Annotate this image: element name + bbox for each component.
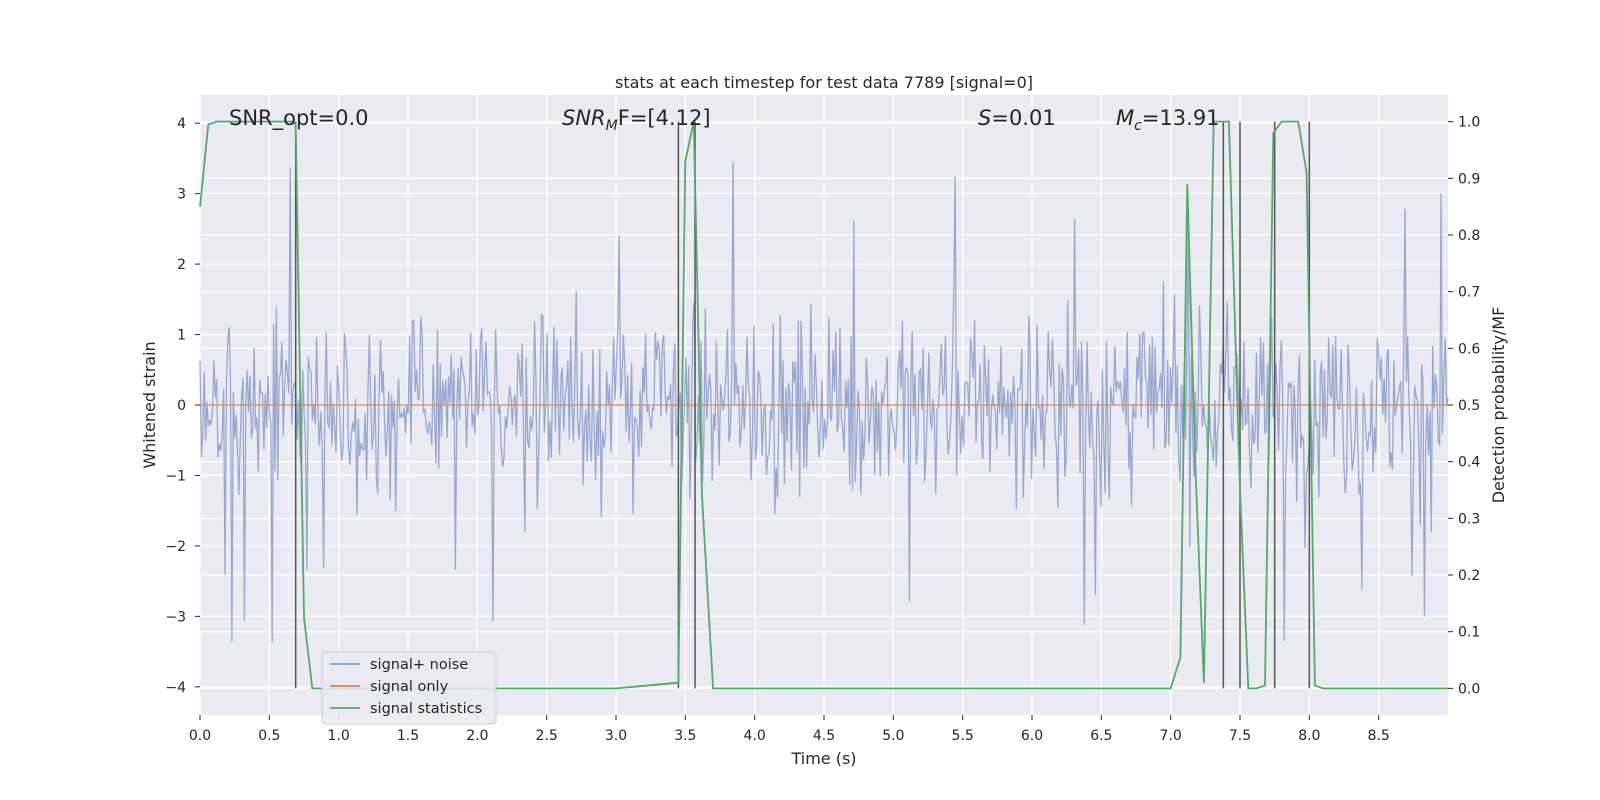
- y-left-tick-label: 3: [177, 187, 186, 203]
- x-tick-label: 3.5: [674, 728, 696, 744]
- legend-label-signal-noise: signal+ noise: [370, 657, 468, 673]
- y-axis-label-right: Detection probability/MF: [1489, 307, 1508, 504]
- x-tick-label: 6.0: [1021, 728, 1043, 744]
- annotation-mc-sub: c: [1134, 118, 1142, 134]
- y-left-ticks: 4 3 2 1 0 −1 −2 −3 −4: [165, 116, 200, 696]
- y-left-tick-label: 0: [177, 398, 186, 414]
- legend-box: [321, 651, 497, 725]
- annotation-snr-mf-prefix: SNR: [562, 106, 606, 130]
- y-right-tick-label: 0.3: [1458, 511, 1480, 527]
- annotation-mc: Mc=13.91: [1116, 106, 1220, 134]
- x-tick-label: 3.0: [605, 728, 627, 744]
- annotation-s-label: S: [978, 106, 991, 130]
- x-tick-label: 0.5: [258, 728, 280, 744]
- legend-label-signal-only: signal only: [370, 679, 449, 695]
- x-tick-label: 7.5: [1229, 728, 1251, 744]
- y-right-ticks: 1.0 0.9 0.8 0.7 0.6 0.5 0.4 0.3 0.2 0.1 0.0: [1448, 115, 1480, 697]
- x-tick-label: 8.0: [1298, 728, 1320, 744]
- y-left-tick-label: 1: [177, 328, 186, 344]
- y-right-tick-label: 0.1: [1458, 625, 1480, 641]
- x-tick-label: 4.0: [744, 728, 766, 744]
- x-tick-label: 7.0: [1160, 728, 1182, 744]
- x-ticks: 0.0 0.5 1.0 1.5 2.0 2.5 3.0 3.5 4.0 4.5 5.0 5.5 6.0 6…: [189, 715, 1390, 744]
- y-left-tick-label: 2: [177, 257, 186, 273]
- series-signal-statistics: [199, 120, 1448, 690]
- y-right-tick-label: 0.9: [1458, 171, 1480, 187]
- x-tick-label: 2.0: [466, 728, 488, 744]
- annotation-snr-opt: SNR_opt=0.0: [229, 106, 369, 131]
- y-right-tick-label: 0.6: [1458, 341, 1480, 357]
- y-left-tick-label: −3: [165, 609, 186, 625]
- y-axis-label-left: Whitened strain: [140, 341, 159, 468]
- y-right-tick-label: 0.5: [1458, 398, 1480, 414]
- x-tick-label: 2.5: [536, 728, 558, 744]
- x-tick-label: 6.5: [1090, 728, 1112, 744]
- y-right-tick-label: 1.0: [1458, 115, 1480, 131]
- y-right-tick-label: 0.7: [1458, 285, 1480, 301]
- y-left-tick-label: −1: [165, 468, 186, 484]
- chart-title: stats at each timestep for test data 778…: [615, 73, 1033, 92]
- annotation-snr-mf-sub: M: [606, 118, 618, 134]
- annotation-snr-mf: SNRMF=[4.12]: [562, 106, 711, 134]
- y-right-tick-label: 0.8: [1458, 228, 1480, 244]
- x-tick-label: 1.5: [397, 728, 419, 744]
- y-right-tick-label: 0.2: [1458, 568, 1480, 584]
- y-left-tick-label: −2: [165, 539, 186, 555]
- y-right-tick-label: 0.4: [1458, 455, 1480, 471]
- annotation-mc-label: M: [1116, 106, 1134, 130]
- y-right-tick-label: 0.0: [1458, 681, 1480, 697]
- legend: signal+ noise signal only signal statist…: [321, 651, 497, 725]
- x-tick-label: 0.0: [189, 728, 211, 744]
- y-left-tick-label: 4: [177, 116, 186, 132]
- annotation-mc-value: =13.91: [1142, 106, 1220, 130]
- x-tick-label: 1.0: [328, 728, 350, 744]
- x-tick-label: 5.5: [952, 728, 974, 744]
- x-tick-label: 8.5: [1368, 728, 1390, 744]
- legend-label-signal-statistics: signal statistics: [370, 701, 482, 717]
- annotation-snr-mf-rest: F=[4.12]: [618, 106, 711, 130]
- x-tick-label: 4.5: [813, 728, 835, 744]
- x-tick-label: 5.0: [882, 728, 904, 744]
- y-left-tick-label: −4: [165, 680, 186, 696]
- x-axis-label: Time (s): [790, 749, 856, 768]
- annotation-s-value: =0.01: [991, 106, 1055, 130]
- annotation-s: S=0.01: [978, 106, 1056, 130]
